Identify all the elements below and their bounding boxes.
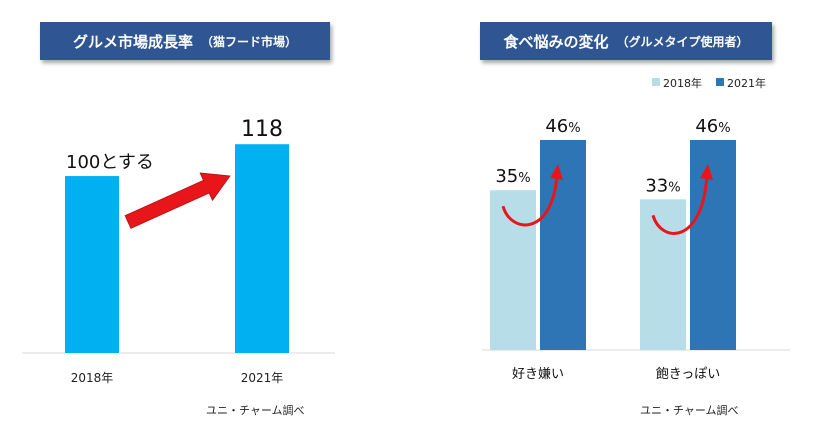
legend-label-2: 2021年 bbox=[727, 76, 766, 90]
right-chart-title-banner: 食べ悩みの変化 （グルメタイプ使用者） bbox=[480, 22, 772, 60]
right-bar-group1-series1 bbox=[490, 190, 536, 350]
right-increase-arrowhead-2 bbox=[700, 164, 713, 180]
right-data-label-group2-series1: 33% bbox=[645, 175, 680, 196]
right-data-label-unit: % bbox=[718, 121, 730, 136]
right-chart-source: ユニ・チャーム調べ bbox=[640, 404, 739, 417]
right-data-label-unit: % bbox=[518, 171, 530, 186]
right-chart-title: 食べ悩みの変化 bbox=[503, 32, 609, 51]
left-x-tick-label-2: 2021年 bbox=[241, 371, 284, 385]
right-bar-group2-series1 bbox=[640, 199, 686, 350]
left-bar-1 bbox=[65, 176, 119, 353]
left-chart-source: ユニ・チャーム調べ bbox=[206, 404, 305, 417]
legend-swatch-2018年 bbox=[652, 78, 660, 86]
right-increase-arrow-1 bbox=[501, 173, 559, 227]
right-chart-subtitle: （グルメタイプ使用者） bbox=[616, 34, 749, 49]
right-bar-group2-series2 bbox=[690, 140, 736, 350]
right-increase-arrow-2 bbox=[651, 173, 709, 235]
left-bar-2 bbox=[235, 144, 289, 353]
left-chart-title: グルメ市場成長率 bbox=[72, 32, 193, 51]
right-increase-arrowhead-1 bbox=[550, 164, 563, 180]
right-x-tick-label-2: 飽きっぽい bbox=[656, 367, 720, 382]
legend-label-1: 2018年 bbox=[663, 76, 702, 90]
left-x-tick-label-1: 2018年 bbox=[71, 371, 114, 385]
right-data-label-group1-series2: 46% bbox=[545, 116, 580, 137]
right-data-label-group1-series1: 35% bbox=[495, 166, 530, 187]
left-data-label-1: 100とする bbox=[66, 152, 154, 173]
right-data-label-unit: % bbox=[568, 121, 580, 136]
right-bar-group1-series2 bbox=[540, 140, 586, 350]
legend-swatch-2021年 bbox=[716, 78, 724, 86]
right-x-tick-label-1: 好き嫌い bbox=[512, 367, 564, 382]
left-data-label-2: 118 bbox=[241, 117, 283, 142]
left-growth-arrow bbox=[124, 172, 231, 229]
right-data-label-group2-series2: 46% bbox=[695, 116, 730, 137]
left-chart-subtitle: （猫フード市場） bbox=[201, 34, 298, 49]
left-chart-title-banner: グルメ市場成長率 （猫フード市場） bbox=[40, 22, 330, 60]
right-data-label-unit: % bbox=[668, 180, 680, 195]
